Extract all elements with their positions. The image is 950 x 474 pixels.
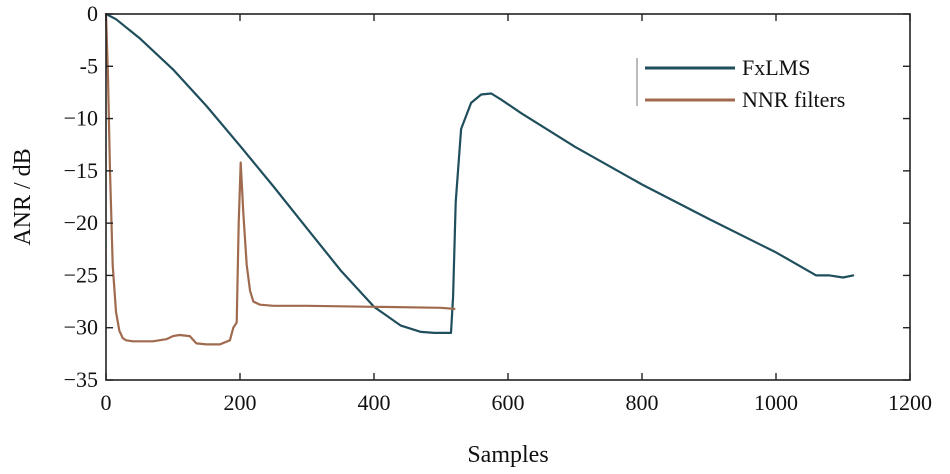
legend-label-fxlms: FxLMS xyxy=(742,55,810,80)
x-tick-label: 400 xyxy=(358,390,391,415)
x-tick-label: 800 xyxy=(626,390,659,415)
x-tick-label: 1200 xyxy=(888,390,932,415)
legend-left-edge xyxy=(636,58,638,106)
legend: FxLMS NNR filters xyxy=(636,55,845,112)
y-axis-label: ANR / dB xyxy=(10,148,36,245)
x-tick-label: 0 xyxy=(101,390,112,415)
x-tick-label: 600 xyxy=(492,390,525,415)
series-line-nnr-filters xyxy=(104,12,456,346)
x-axis-label: Samples xyxy=(467,442,548,468)
y-tick-label: −10 xyxy=(64,106,98,131)
y-tick-label: -5 xyxy=(80,53,98,78)
axes: 0 200 400 600 800 1000 1200 0 -5 −10 −15 −20 −25 −30 −… xyxy=(64,1,932,415)
y-tick-label: −35 xyxy=(64,367,98,392)
y-tick-label: −20 xyxy=(64,210,98,235)
x-tick-label: 1000 xyxy=(754,390,798,415)
y-tick-label: −30 xyxy=(64,315,98,340)
y-tick-label: −25 xyxy=(64,262,98,287)
y-tick-label: 0 xyxy=(87,1,98,26)
series-line-fxlms xyxy=(104,12,855,334)
x-tick-label: 200 xyxy=(224,390,257,415)
y-tick-label: −15 xyxy=(64,158,98,183)
plot-area xyxy=(104,12,855,346)
legend-label-nnr-filters: NNR filters xyxy=(742,87,845,112)
